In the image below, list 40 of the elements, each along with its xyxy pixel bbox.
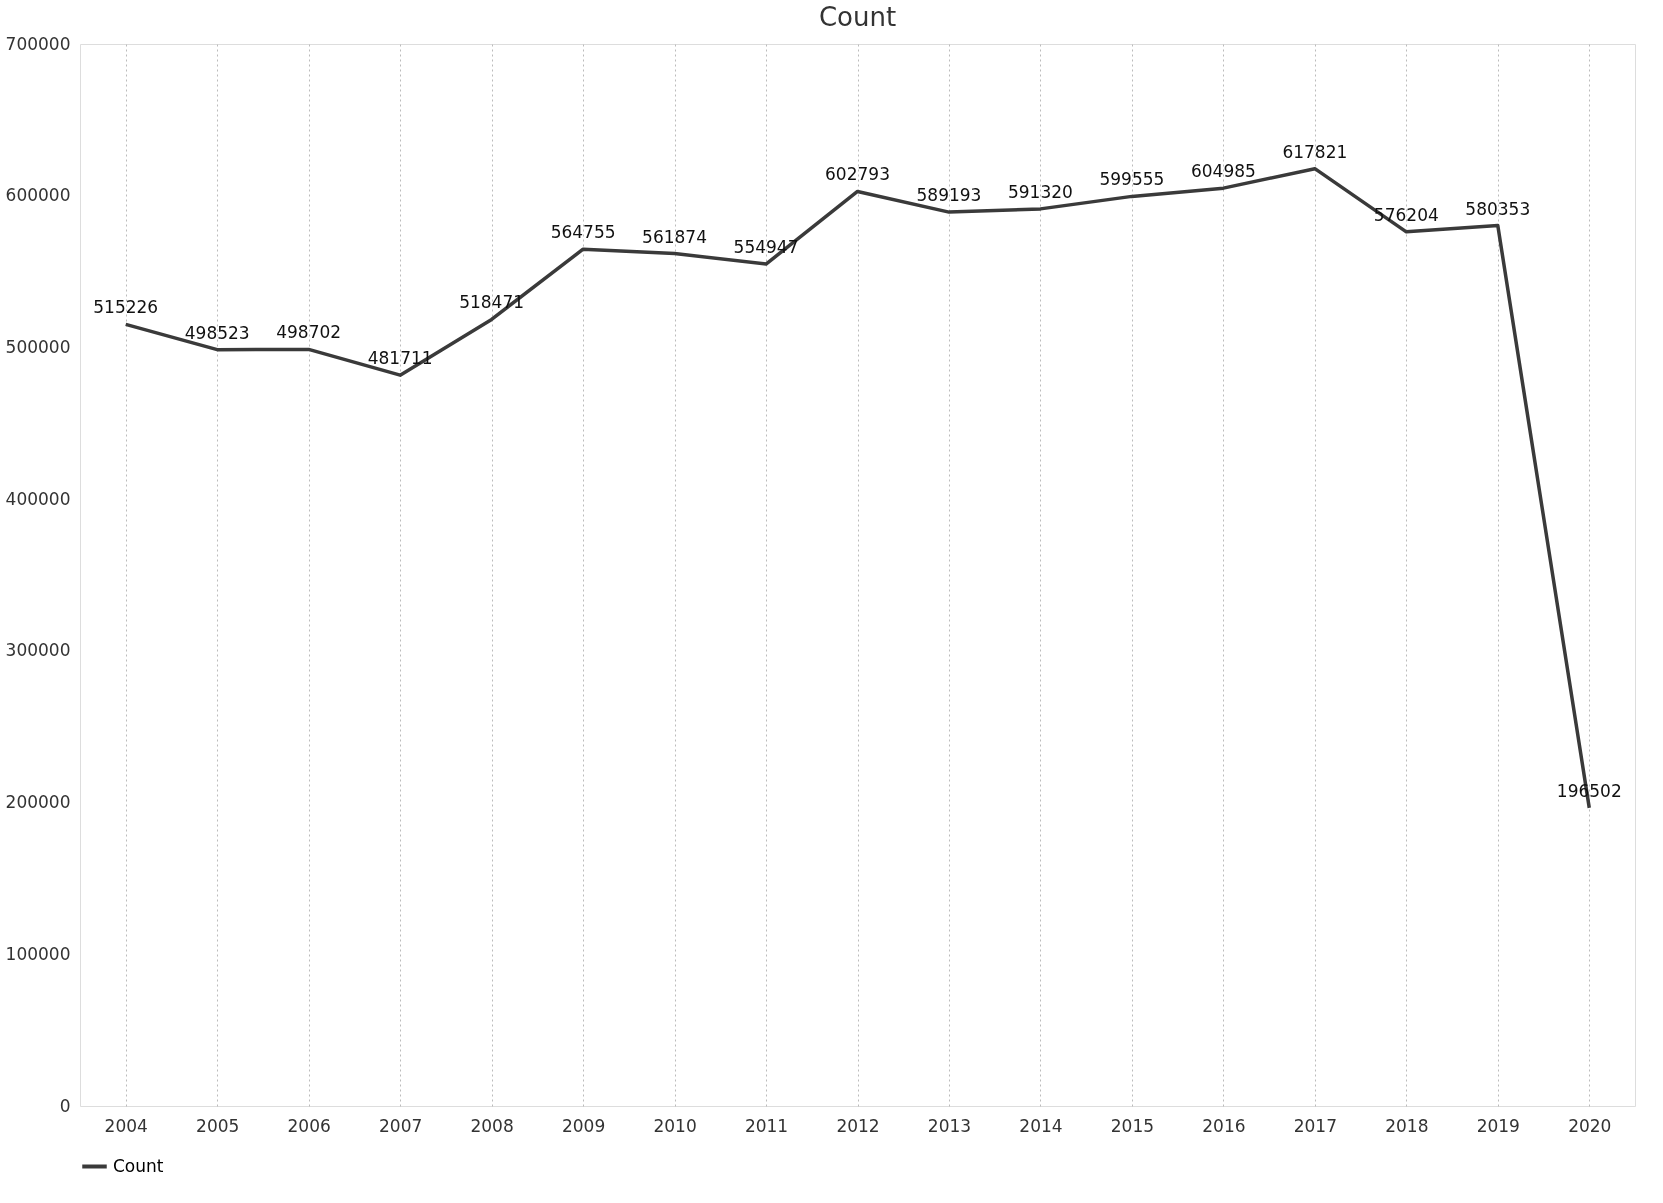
x-tick-label: 2012 xyxy=(836,1115,880,1136)
x-tick-label: 2007 xyxy=(379,1115,423,1136)
y-tick-label: 400000 xyxy=(5,488,71,509)
data-label: 604985 xyxy=(1190,161,1256,182)
data-label: 591320 xyxy=(1007,181,1073,202)
x-tick-label: 2016 xyxy=(1202,1115,1246,1136)
data-label: 515226 xyxy=(93,297,159,318)
data-label: 564755 xyxy=(550,222,616,243)
legend-label: Count xyxy=(113,1155,164,1176)
x-tick-label: 2006 xyxy=(287,1115,331,1136)
x-tick-label: 2019 xyxy=(1476,1115,1520,1136)
x-tick-label: 2011 xyxy=(744,1115,789,1136)
x-tick-label: 2005 xyxy=(196,1115,240,1136)
x-tick-label: 2018 xyxy=(1385,1115,1429,1136)
chart-title: Count xyxy=(818,2,897,32)
x-tick-label: 2010 xyxy=(653,1115,697,1136)
data-label: 561874 xyxy=(642,226,708,247)
y-tick-label: 600000 xyxy=(5,185,71,206)
y-tick-label: 300000 xyxy=(5,640,71,661)
data-label: 617821 xyxy=(1282,141,1348,162)
y-tick-label: 700000 xyxy=(5,33,71,54)
y-tick-label: 0 xyxy=(59,1095,71,1116)
data-label: 580353 xyxy=(1465,198,1531,219)
x-tick-label: 2020 xyxy=(1568,1115,1612,1136)
data-label: 481711 xyxy=(367,348,433,369)
y-tick-label: 200000 xyxy=(5,792,71,813)
data-label: 599555 xyxy=(1099,169,1165,190)
x-tick-label: 2009 xyxy=(561,1115,606,1136)
x-tick-label: 2004 xyxy=(104,1115,148,1136)
x-tick-label: 2013 xyxy=(927,1115,972,1136)
x-tick-label: 2008 xyxy=(470,1115,514,1136)
x-tick-label: 2017 xyxy=(1293,1115,1337,1136)
x-tick-label: 2015 xyxy=(1110,1115,1155,1136)
x-tick-label: 2014 xyxy=(1019,1115,1063,1136)
y-tick-label: 100000 xyxy=(5,943,71,964)
data-label: 589193 xyxy=(916,185,982,206)
data-label: 498523 xyxy=(184,322,250,343)
data-label: 602793 xyxy=(825,164,890,185)
data-label: 498702 xyxy=(276,322,342,343)
y-tick-label: 500000 xyxy=(5,336,71,357)
